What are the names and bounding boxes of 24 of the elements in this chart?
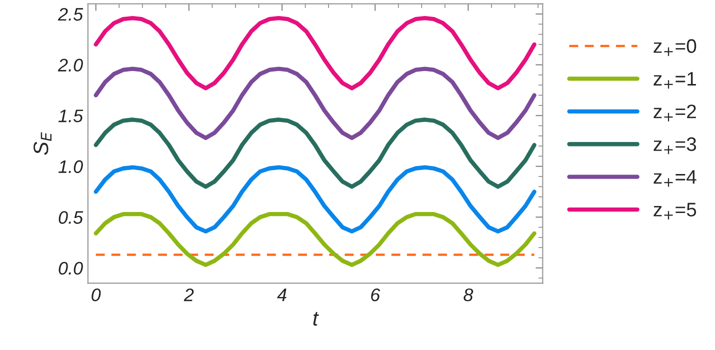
line-series — [94, 212, 536, 267]
x-axis-title: t — [313, 312, 319, 326]
line-series — [94, 118, 536, 189]
x-tick-label: 4 — [277, 288, 286, 302]
y-tick-label: 2.0 — [58, 58, 83, 72]
x-tick-label: 2 — [184, 288, 194, 302]
line-series — [94, 66, 536, 140]
legend-label: z$_{+}$=2 — [654, 104, 696, 122]
legend-label: z$_{+}$=3 — [654, 137, 696, 154]
legend-label: z$_{+}$=4 — [654, 170, 696, 187]
line-series — [94, 16, 536, 90]
x-tick-label: 0 — [92, 288, 101, 302]
x-tick-label: 8 — [464, 288, 474, 302]
y-tick-label: 0.0 — [58, 262, 83, 275]
x-tick-label: 6 — [371, 288, 380, 302]
legend-label: z$_{+}$=1 — [654, 72, 696, 89]
y-tick-label: 0.5 — [58, 211, 84, 224]
y-axis-title: S$_{E}$ — [34, 132, 52, 155]
y-tick-label: 1.0 — [58, 160, 83, 174]
y-tick-label: 1.5 — [58, 110, 84, 122]
y-tick-label: 2.5 — [58, 8, 84, 21]
legend-label: z$_{+}$=0 — [654, 39, 696, 56]
legend-label: z$_{+}$=5 — [654, 202, 696, 220]
line-series — [94, 165, 536, 234]
